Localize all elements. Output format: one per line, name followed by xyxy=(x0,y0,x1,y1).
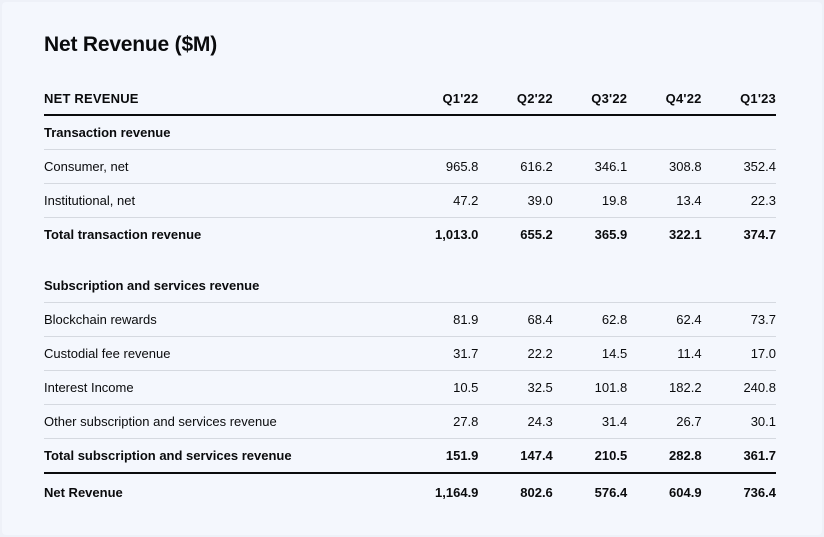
cell-value: 1,013.0 xyxy=(435,227,479,242)
cell-value: 13.4 xyxy=(627,183,702,218)
cell-value: 240.8 xyxy=(701,370,776,405)
cell-value: 62.4 xyxy=(627,302,702,337)
cell-value: 655.2 xyxy=(520,227,553,242)
cell-value: 374.7 xyxy=(743,227,776,242)
total-row: Total subscription and services revenue 1… xyxy=(44,438,776,474)
column-header: Q3'22 xyxy=(552,82,628,116)
cell-value: 47.2 xyxy=(404,183,479,218)
cell-value: 22.2 xyxy=(478,336,553,371)
section-heading-row: Transaction revenue xyxy=(44,115,776,150)
cell-value: 361.7 xyxy=(701,438,776,474)
cell-value: 32.5 xyxy=(478,370,553,405)
cell-value: 151.9 xyxy=(404,438,479,474)
header-row: NET REVENUE Q1'22 Q2'22 Q3'22 Q4'22 Q1'2… xyxy=(44,82,776,116)
table-row: Consumer, net 965.8 616.2 346.1 308.8 352.4 xyxy=(44,149,776,184)
row-label: Institutional, net xyxy=(44,183,405,218)
cell-value: 10.5 xyxy=(404,370,479,405)
row-label: Total transaction revenue xyxy=(44,227,202,242)
cell-value: 346.1 xyxy=(552,149,628,184)
column-header: Q1'22 xyxy=(404,82,479,116)
cell-value: 31.4 xyxy=(552,404,628,439)
cell-value: 31.7 xyxy=(404,336,479,371)
grand-total-row: Net Revenue 1,164.9 802.6 576.4 604.9 736.4 xyxy=(44,473,776,510)
empty-cell xyxy=(478,269,553,303)
cell-value: 22.3 xyxy=(701,183,776,218)
cell-value: 27.8 xyxy=(404,404,479,439)
revenue-table: NET REVENUE Q1'22 Q2'22 Q3'22 Q4'22 Q1'2… xyxy=(44,82,776,510)
table-title: Net Revenue ($M) xyxy=(44,33,218,56)
empty-cell xyxy=(404,115,479,150)
section-spacer xyxy=(44,251,776,269)
cell-value: 14.5 xyxy=(552,336,628,371)
row-label: Transaction revenue xyxy=(44,115,405,150)
cell-value: 322.1 xyxy=(669,227,702,242)
cell-value: 182.2 xyxy=(627,370,702,405)
empty-cell xyxy=(701,115,776,150)
section-heading-row: Subscription and services revenue xyxy=(44,269,776,303)
cell-value: 17.0 xyxy=(701,336,776,371)
cell-value: 68.4 xyxy=(478,302,553,337)
empty-cell xyxy=(404,269,479,303)
empty-cell xyxy=(552,269,628,303)
cell-value: 30.1 xyxy=(701,404,776,439)
table-row: Other subscription and services revenue 2… xyxy=(44,404,776,439)
cell-value: 365.9 xyxy=(594,227,628,242)
cell-value: 308.8 xyxy=(627,149,702,184)
cell-value: 62.8 xyxy=(552,302,628,337)
cell-value: 210.5 xyxy=(552,438,628,474)
cell-value: 24.3 xyxy=(478,404,553,439)
cell-value: 604.9 xyxy=(669,484,702,500)
row-label: Other subscription and services revenue xyxy=(44,404,405,439)
cell-value: 147.4 xyxy=(478,438,553,474)
column-header: Q1'23 xyxy=(701,82,776,116)
column-header: Q4'22 xyxy=(627,82,702,116)
row-label: Net Revenue xyxy=(44,484,123,500)
cell-value: 39.0 xyxy=(478,183,553,218)
row-label: Consumer, net xyxy=(44,149,405,184)
cell-value: 11.4 xyxy=(627,336,702,371)
column-header: NET REVENUE xyxy=(44,82,405,116)
total-row: Total transaction revenue 1,013.0 655.2 365… xyxy=(44,218,776,252)
cell-value: 19.8 xyxy=(552,183,628,218)
cell-value: 352.4 xyxy=(701,149,776,184)
row-label: Subscription and services revenue xyxy=(44,269,405,303)
row-label: Interest Income xyxy=(44,370,405,405)
table-row: Custodial fee revenue 31.7 22.2 14.5 11.4 17.… xyxy=(44,336,776,371)
empty-cell xyxy=(701,269,776,303)
empty-cell xyxy=(627,269,702,303)
cell-value: 26.7 xyxy=(627,404,702,439)
row-label: Custodial fee revenue xyxy=(44,336,405,371)
table-row: Interest Income 10.5 32.5 101.8 182.2 240.8 xyxy=(44,370,776,405)
cell-value: 965.8 xyxy=(404,149,479,184)
empty-cell xyxy=(627,115,702,150)
column-header: Q2'22 xyxy=(478,82,553,116)
cell-value: 616.2 xyxy=(478,149,553,184)
cell-value: 1,164.9 xyxy=(435,484,479,500)
row-label: Total subscription and services revenue xyxy=(44,438,405,474)
cell-value: 282.8 xyxy=(627,438,702,474)
table-row: Institutional, net 47.2 39.0 19.8 13.4 22.3 xyxy=(44,183,776,218)
row-label: Blockchain rewards xyxy=(44,302,405,337)
table-row: Blockchain rewards 81.9 68.4 62.8 62.4 73.7 xyxy=(44,302,776,337)
cell-value: 802.6 xyxy=(520,484,553,500)
table-body: Transaction revenue Consumer, net 965.8 616… xyxy=(44,115,776,510)
empty-cell xyxy=(552,115,628,150)
cell-value: 736.4 xyxy=(743,484,776,500)
empty-cell xyxy=(478,115,553,150)
spacer-cell xyxy=(44,251,776,269)
cell-value: 101.8 xyxy=(552,370,628,405)
cell-value: 81.9 xyxy=(404,302,479,337)
cell-value: 73.7 xyxy=(701,302,776,337)
cell-value: 576.4 xyxy=(594,484,628,500)
